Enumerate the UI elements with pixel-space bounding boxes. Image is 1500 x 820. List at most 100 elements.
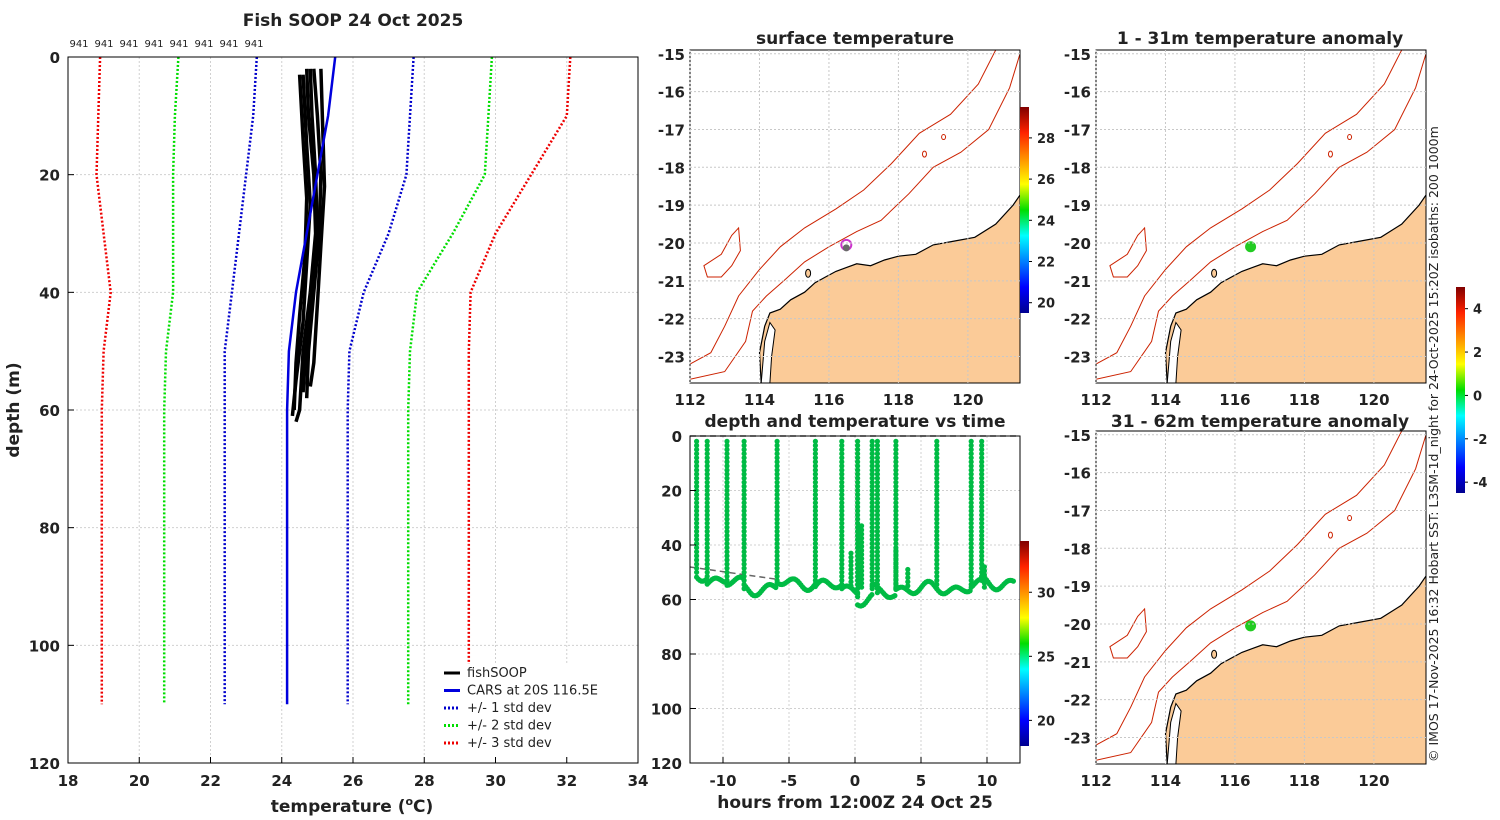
isobath-1000m: [690, 50, 997, 365]
depth-point: [839, 442, 845, 449]
depth-point: [812, 549, 819, 555]
depth-point: [724, 577, 730, 584]
depth-point: [812, 565, 819, 571]
depth-point: [812, 487, 819, 494]
std-dev-line: [467, 56, 572, 705]
depth-point: [839, 573, 845, 579]
depth-point: [855, 590, 861, 596]
depth-point: [741, 516, 747, 522]
bottom-dashed-line: [689, 566, 776, 580]
depth-point: [694, 496, 700, 502]
depth-point: [874, 463, 881, 469]
depth-point: [855, 545, 861, 551]
depth-point: [724, 565, 730, 571]
depth-point: [774, 455, 780, 461]
depth-point: [968, 508, 974, 514]
map-y-tick-label: -18: [658, 159, 685, 177]
depth-point: [979, 520, 985, 526]
profile-count-label: 941: [119, 39, 138, 50]
depth-point: [869, 475, 875, 481]
depth-point: [774, 483, 780, 489]
depth-point: [893, 475, 899, 481]
depth-point: [893, 492, 899, 498]
depth-point: [704, 508, 710, 514]
y-tick-label: 60: [39, 402, 60, 420]
reef-feature: [941, 134, 947, 141]
depth-point: [812, 541, 819, 547]
depth-point: [774, 500, 780, 506]
profile-top-labels: 941 941 941 941 941 941 941 941: [69, 39, 263, 50]
depth-point: [934, 471, 940, 477]
depth-point: [774, 536, 780, 543]
depth-point: [905, 571, 911, 577]
depth-point: [774, 492, 780, 498]
depth-point: [979, 475, 985, 481]
depth-point: [741, 541, 747, 547]
depth-point: [694, 467, 700, 473]
depth-point: [855, 492, 861, 498]
depth-point: [855, 451, 861, 457]
depth-point: [859, 576, 865, 582]
depth-point: [812, 492, 819, 498]
map-content: [1096, 50, 1426, 383]
x-tick-label: 0: [850, 772, 860, 790]
profile-ylabel: depth (m): [4, 362, 24, 457]
depth-point: [934, 483, 940, 489]
depth-point: [839, 500, 845, 506]
map-y-tick-label: -20: [1064, 235, 1091, 253]
depth-point: [694, 471, 700, 477]
depth-point: [774, 496, 780, 502]
depth-point: [934, 487, 940, 494]
depth-point: [855, 532, 861, 539]
depth-point: [934, 442, 940, 449]
depth-point: [839, 524, 845, 530]
depth-point: [839, 459, 845, 465]
depth-point: [874, 536, 881, 543]
depth-point: [855, 586, 861, 592]
depth-point: [934, 549, 940, 555]
depth-point: [905, 579, 911, 585]
depth-point: [812, 442, 819, 449]
depth-point: [968, 549, 974, 555]
depth-point: [874, 508, 881, 514]
depth-point: [741, 524, 747, 530]
depth-point: [812, 516, 819, 522]
profile-series: [95, 56, 572, 705]
depth-point: [979, 492, 985, 498]
land-polygon: [758, 194, 1020, 383]
y-tick-label: 40: [39, 284, 60, 302]
depth-point: [704, 545, 710, 551]
depth-point: [934, 541, 940, 547]
depth-point: [968, 528, 974, 535]
depth-point: [839, 569, 845, 575]
credit-text: © IMOS 17-Nov-2025 16:32 Hobart SST: L3S…: [1426, 126, 1441, 762]
depth-point: [893, 560, 899, 566]
colorbar-tick-label: -2: [1473, 433, 1487, 448]
depth-point: [704, 516, 710, 522]
depth-point: [859, 580, 865, 586]
depth-point: [979, 549, 985, 555]
x-tick-label: 18: [58, 772, 79, 790]
map-y-tick-label: -23: [1064, 349, 1091, 367]
depth-point: [741, 549, 747, 555]
map-x-tick-label: 114: [1150, 772, 1181, 790]
depth-point: [874, 492, 881, 498]
depth-point: [979, 536, 985, 543]
depth-point: [859, 547, 865, 554]
depth-point: [741, 459, 747, 465]
depth-point: [741, 557, 747, 563]
map-x-tick-label: 116: [1219, 772, 1250, 790]
depth-point: [869, 447, 875, 453]
map-y-tick-label: -22: [1064, 311, 1091, 329]
profile-grid: [67, 56, 639, 764]
depth-point: [934, 475, 940, 481]
depth-point: [694, 569, 700, 575]
depth-point: [724, 508, 730, 514]
depth-point: [855, 561, 861, 567]
depth-point: [869, 528, 875, 535]
depth-point: [724, 561, 730, 567]
anom-upper-panel: 1 - 31m temperature anomaly 112 114 116 118…: [1064, 29, 1427, 409]
map-y-tick-label: -16: [1064, 465, 1091, 483]
depth-point: [812, 524, 819, 530]
map-y-tick-label: -15: [658, 46, 685, 64]
